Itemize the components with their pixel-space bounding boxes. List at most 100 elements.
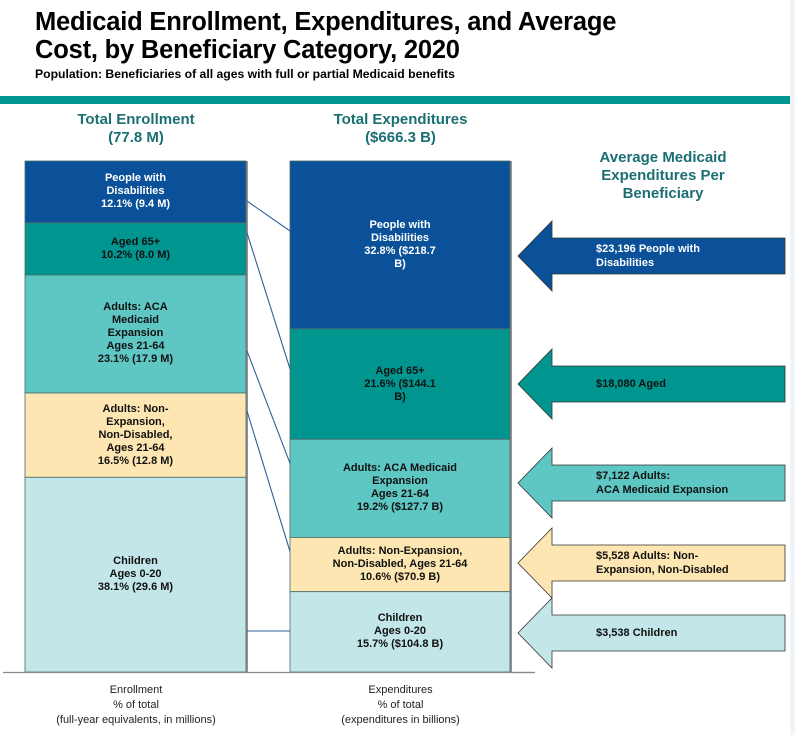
- enrollment-label-aged-text: Aged 65+ 10.2% (8.0 M): [101, 236, 170, 262]
- expenditures-label-children-line: Children: [377, 612, 423, 625]
- expenditures-label-children: Children Ages 0-20 15.7% ($104.8 B): [290, 592, 510, 672]
- enrollment-label-nonexp-line: Ages 21-64: [106, 441, 165, 454]
- enrollment-segment-aged: [24, 222, 247, 276]
- expenditures-label-aged: Aged 65+ 21.6% ($144.1 B): [290, 329, 510, 439]
- expenditures-label-nonexp-line: Non-Disabled, Ages 21-64: [332, 558, 468, 571]
- expenditures-label-nonexp-text: Adults: Non-Expansion, Non-Disabled, Ages…: [333, 545, 468, 584]
- arrow-label-nonexp-line: Expansion, Non-Disabled: [596, 564, 729, 576]
- expenditures-footer: Expenditures % of total (expenditures in…: [290, 683, 511, 728]
- expenditures-segment-aged: [289, 328, 511, 440]
- arrow-label-aged-text: $18,080 Aged: [596, 377, 666, 391]
- average-heading: Average Medicaid Expenditures Per Benefi…: [548, 149, 778, 203]
- enrollment-label-nonexp-line: 16.5% (12.8 M): [97, 454, 174, 467]
- connector-line-disabilities: [246, 200, 291, 232]
- enrollment-footer-line-3: (full-year equivalents, in millions): [56, 714, 216, 726]
- enrollment-label-aca-line: Medicaid: [111, 314, 160, 327]
- expenditures-label-disabilities-line: People with: [369, 218, 431, 231]
- enrollment-label-children-line: Ages 0-20: [109, 568, 162, 581]
- expenditures-label-aca-text: Adults: ACA Medicaid Expansion Ages 21-64 1…: [343, 462, 457, 514]
- arrow-label-disabilities-line: Disabilities: [596, 257, 655, 269]
- enrollment-label-children-line: 38.1% (29.6 M): [97, 581, 174, 594]
- arrow-children-icon: [517, 597, 786, 669]
- enrollment-label-nonexp: Adults: Non- Expansion, Non-Disabled, Ages …: [25, 393, 246, 477]
- enrollment-label-disabilities-line: Disabilities: [106, 185, 165, 198]
- expenditures-label-aged-line: B): [394, 390, 406, 403]
- enrollment-footer: Enrollment % of total (full-year equival…: [25, 683, 247, 728]
- expenditures-footer-line-3: (expenditures in billions): [341, 714, 460, 726]
- enrollment-footer-line-2: % of total: [113, 699, 159, 711]
- expenditures-label-aca-line: Adults: ACA Medicaid: [342, 462, 458, 475]
- expenditures-label-nonexp-line: Adults: Non-Expansion,: [337, 545, 463, 558]
- connector-line-aged: [246, 232, 291, 369]
- connector-line-aca: [246, 350, 291, 464]
- arrow-label-disabilities-text: $23,196 People with Disabilities: [596, 242, 700, 270]
- enrollment-label-disabilities-text: People with Disabilities 12.1% (9.4 M): [101, 172, 170, 211]
- expenditures-segment-nonexp: [289, 537, 511, 593]
- arrow-label-nonexp: $5,528 Adults: Non- Expansion, Non-Disabl…: [596, 545, 785, 581]
- enrollment-heading-title: Total Enrollment: [77, 111, 195, 128]
- enrollment-label-aca-line: 23.1% (17.9 M): [97, 353, 174, 366]
- expenditures-label-disabilities-line: Disabilities: [370, 231, 430, 244]
- expenditures-label-children-line: Ages 0-20: [374, 625, 426, 638]
- expenditures-heading: Total Expenditures ($666.3 B): [290, 111, 511, 147]
- expenditures-footer-line-1: Expenditures: [368, 684, 433, 696]
- enrollment-label-children-line: Children: [113, 555, 158, 568]
- expenditures-label-disabilities-text: People with Disabilities 32.8% ($218.7 B): [364, 219, 436, 271]
- arrow-nonexp-icon: [517, 527, 786, 599]
- title-line-1: Medicaid Enrollment, Expenditures, and A…: [35, 8, 617, 36]
- average-heading-line-2: Expenditures Per: [601, 167, 725, 184]
- enrollment-segment-aca: [24, 274, 247, 394]
- arrow-label-disabilities: $23,196 People with Disabilities: [596, 238, 785, 274]
- arrow-label-nonexp-line: $5,528 Adults: Non-: [596, 550, 699, 562]
- arrow-label-aca-line: $7,122 Adults:: [596, 470, 671, 482]
- arrow-label-aged: $18,080 Aged: [596, 366, 785, 402]
- enrollment-label-nonexp-text: Adults: Non- Expansion, Non-Disabled, Ages …: [98, 403, 173, 468]
- enrollment-label-children-text: Children Ages 0-20 38.1% (29.6 M): [98, 555, 173, 594]
- arrow-label-aca-line: ACA Medicaid Expansion: [596, 484, 729, 496]
- expenditures-label-aca-line: Ages 21-64: [370, 488, 430, 501]
- average-heading-line-1: Average Medicaid: [599, 149, 727, 166]
- enrollment-label-aca: Adults: ACA Medicaid Expansion Ages 21-64 23…: [25, 275, 246, 393]
- enrollment-label-aca-line: Ages 21-64: [106, 340, 165, 353]
- expenditures-label-disabilities-line: B): [394, 257, 406, 270]
- expenditures-label-aca: Adults: ACA Medicaid Expansion Ages 21-64 1…: [290, 439, 510, 537]
- enrollment-label-disabilities: People with Disabilities 12.1% (9.4 M): [25, 161, 246, 223]
- expenditures-label-aca-line: 19.2% ($127.7 B): [356, 501, 444, 514]
- enrollment-heading-total: (77.8 M): [108, 129, 164, 146]
- expenditures-heading-title: Total Expenditures: [333, 111, 468, 128]
- expenditures-segment-children: [289, 591, 511, 673]
- expenditures-label-children-line: 15.7% ($104.8 B): [356, 638, 444, 651]
- enrollment-segment-children: [24, 476, 247, 673]
- enrollment-label-disabilities-line: 12.1% (9.4 M): [100, 198, 171, 211]
- expenditures-label-disabilities-line: 32.8% ($218.7: [364, 244, 436, 257]
- average-heading-line-3: Beneficiary: [622, 185, 704, 202]
- header-divider: [0, 96, 790, 104]
- enrollment-label-nonexp-line: Expansion,: [106, 415, 165, 428]
- expenditures-heading-total: ($666.3 B): [365, 129, 436, 146]
- enrollment-label-aca-text: Adults: ACA Medicaid Expansion Ages 21-64 23…: [98, 301, 173, 366]
- connector-line-nonexp: [246, 410, 291, 552]
- expenditures-label-aged-text: Aged 65+ 21.6% ($144.1 B): [364, 365, 436, 404]
- arrow-label-children-line: $3,538 Children: [596, 627, 678, 639]
- enrollment-label-aged-line: Aged 65+: [110, 235, 161, 248]
- enrollment-label-children: Children Ages 0-20 38.1% (29.6 M): [25, 477, 246, 672]
- page-title: Medicaid Enrollment, Expenditures, and A…: [35, 8, 616, 64]
- enrollment-segment-nonexp: [24, 392, 247, 478]
- enrollment-label-aged-line: 10.2% (8.0 M): [100, 248, 171, 261]
- arrow-aca-icon: [517, 447, 786, 519]
- enrollment-label-nonexp-line: Adults: Non-: [102, 402, 169, 415]
- arrow-label-aged-line: $18,080 Aged: [596, 378, 666, 390]
- enrollment-label-aged: Aged 65+ 10.2% (8.0 M): [25, 223, 246, 275]
- enrollment-footer-line-1: Enrollment: [109, 684, 163, 696]
- enrollment-label-disabilities-line: People with: [104, 172, 167, 185]
- right-edge-strip: [790, 0, 795, 735]
- arrow-label-aca-text: $7,122 Adults: ACA Medicaid Expansion: [596, 469, 728, 497]
- expenditures-label-nonexp: Adults: Non-Expansion, Non-Disabled, Ages…: [290, 537, 510, 591]
- arrow-label-children: $3,538 Children: [596, 615, 785, 651]
- subtitle: Population: Beneficiaries of all ages wi…: [35, 67, 455, 81]
- expenditures-label-aca-line: Expansion: [372, 475, 428, 488]
- arrow-label-children-text: $3,538 Children: [596, 626, 677, 640]
- arrow-label-aca: $7,122 Adults: ACA Medicaid Expansion: [596, 465, 785, 501]
- expenditures-label-nonexp-line: 10.6% ($70.9 B): [359, 571, 441, 584]
- arrow-disabilities-icon: [517, 220, 786, 292]
